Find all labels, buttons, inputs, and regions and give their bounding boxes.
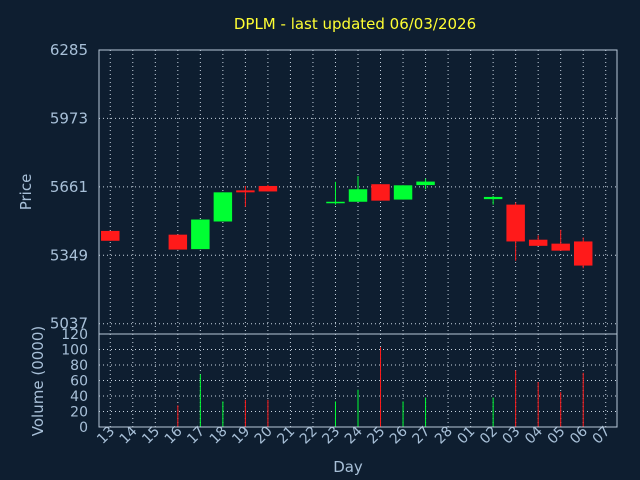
candle-body xyxy=(506,204,525,242)
candle xyxy=(101,230,120,241)
candle xyxy=(191,219,210,250)
volume-tick-label: 0 xyxy=(79,420,88,436)
volume-tick-label: 80 xyxy=(70,358,88,374)
candle xyxy=(483,195,503,205)
candle xyxy=(213,192,233,222)
candle xyxy=(551,229,570,251)
volume-tick-label: 40 xyxy=(70,389,88,405)
price-axis-label: Price xyxy=(17,174,35,211)
price-tick-label: 5973 xyxy=(50,109,88,127)
candle xyxy=(506,202,525,261)
price-tick-label: 5349 xyxy=(50,246,88,264)
candle-body xyxy=(528,239,548,246)
price-tick-label: 5037 xyxy=(50,315,88,333)
volume-tick-label: 120 xyxy=(61,327,88,343)
candle-body xyxy=(348,189,368,202)
candle-body xyxy=(236,190,255,193)
chart-title: DPLM - last updated 06/03/2026 xyxy=(234,15,476,33)
volume-panel-frame xyxy=(98,333,618,428)
volume-bars xyxy=(177,347,584,427)
candle-body xyxy=(573,241,593,266)
candle-body xyxy=(371,184,390,201)
candle-body xyxy=(483,196,503,200)
candle xyxy=(258,184,278,192)
candle xyxy=(573,237,593,269)
candle-body xyxy=(551,243,570,251)
candle-body xyxy=(393,185,413,200)
candle-body xyxy=(416,181,435,186)
candle xyxy=(528,235,548,246)
candle-body xyxy=(191,219,210,250)
candle-body xyxy=(213,192,233,222)
volume-tick-label: 20 xyxy=(70,405,88,421)
volume-axis-label: Volume (0000) xyxy=(29,326,47,436)
x-axis-label: Day xyxy=(333,458,363,476)
candle xyxy=(371,184,390,201)
candle xyxy=(416,178,435,190)
candle-body xyxy=(168,234,188,250)
price-tick-labels: 6285 5973 5661 5349 5037 xyxy=(50,41,88,333)
candle xyxy=(348,176,368,202)
candle-body xyxy=(101,230,120,241)
candle xyxy=(326,181,345,205)
candles xyxy=(101,176,593,269)
price-tick-label: 5661 xyxy=(50,178,88,196)
price-tick-label: 6285 xyxy=(50,41,88,59)
candle xyxy=(393,185,413,200)
candle xyxy=(236,185,255,207)
volume-tick-label: 100 xyxy=(61,343,88,359)
candle-body xyxy=(326,201,345,204)
candle-body xyxy=(258,185,278,192)
candle xyxy=(168,234,188,250)
volume-tick-label: 60 xyxy=(70,374,88,390)
